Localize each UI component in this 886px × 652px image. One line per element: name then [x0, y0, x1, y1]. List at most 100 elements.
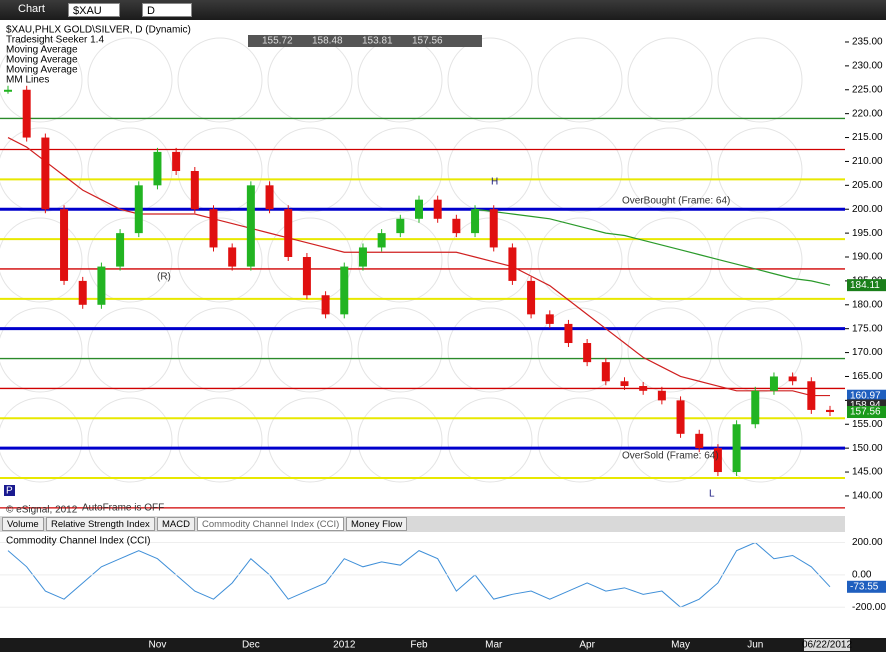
y-tick-label: 235.00 [852, 37, 883, 48]
p-marker [4, 485, 15, 496]
candle [396, 218, 405, 234]
window-title: Chart [18, 3, 45, 15]
cci-line [7, 541, 831, 608]
price-tag [847, 389, 886, 402]
background-circle [87, 217, 173, 303]
annotation: © eSignal, 2012 [6, 505, 78, 516]
y-tick-label: 150.00 [852, 443, 883, 454]
candle [172, 151, 181, 171]
y-tick-label: 220.00 [852, 108, 883, 119]
indicator-tab[interactable]: MACD [157, 517, 195, 531]
price-tag-label: -73.55 [850, 581, 879, 592]
interval-input[interactable]: D [142, 3, 192, 17]
y-tick-label: 230.00 [852, 61, 883, 72]
y-tick-label: 205.00 [852, 180, 883, 191]
candle [433, 199, 442, 219]
candle [732, 424, 741, 473]
indicator-tab[interactable]: Volume [2, 517, 44, 531]
annotation: (R) [157, 272, 171, 283]
candle [620, 381, 629, 387]
candle [508, 247, 517, 281]
price-tag-label: 158.94 [850, 400, 881, 411]
annotation: L [709, 489, 715, 500]
ohlc-value: 158.48 [312, 36, 343, 47]
candle [657, 390, 666, 401]
x-tick-label: Dec [242, 640, 260, 651]
y-tick-label: 145.00 [852, 467, 883, 478]
moving-average [7, 137, 830, 397]
background-circle [267, 307, 353, 393]
background-circle [0, 307, 83, 393]
candle [788, 376, 797, 382]
x-tick-label: Apr [579, 640, 595, 651]
background-circle [267, 127, 353, 213]
background-circle [267, 217, 353, 303]
background-circle [0, 127, 83, 213]
candle [60, 209, 69, 281]
background-circle [357, 127, 443, 213]
y-tick-label: 215.00 [852, 132, 883, 143]
background-circle [627, 397, 713, 483]
cci-title: Commodity Channel Index (CCI) [6, 536, 151, 547]
background-circle [627, 127, 713, 213]
candle [78, 280, 87, 305]
candle [676, 400, 685, 434]
symbol-input[interactable]: $XAU [68, 3, 120, 17]
price-tag-label: 157.56 [850, 407, 881, 418]
background-circle [87, 307, 173, 393]
background-circle [447, 307, 533, 393]
annotation: P [6, 486, 13, 497]
legend-entry: $XAU,PHLX GOLD\SILVER, D (Dynamic) [6, 25, 191, 36]
ohlc-value: 155.72 [262, 36, 293, 47]
candle [415, 199, 423, 219]
candle [545, 314, 554, 324]
background-circle [267, 397, 353, 483]
y-tick-label: 180.00 [852, 299, 883, 310]
background-circle [177, 217, 263, 303]
candle [4, 89, 12, 92]
candle [583, 343, 592, 363]
date-axis [0, 638, 886, 652]
candle [302, 257, 311, 296]
y-tick-label: 175.00 [852, 323, 883, 334]
candle [452, 218, 461, 234]
background-circle [87, 397, 173, 483]
candle [713, 448, 722, 473]
background-circle [177, 307, 263, 393]
candle [246, 185, 255, 267]
background-circle [177, 37, 263, 123]
background-circle [717, 397, 803, 483]
price-axis [845, 20, 886, 652]
y-tick-label: 165.00 [852, 371, 883, 382]
candle [489, 209, 498, 248]
candle [265, 185, 274, 210]
ohlc-value: 157.56 [412, 36, 443, 47]
date-cursor [804, 639, 850, 651]
legend-entry: Moving Average [6, 45, 78, 56]
y-tick-label: 200.00 [852, 537, 883, 548]
background-circle [357, 397, 443, 483]
x-tick-label: May [671, 640, 690, 651]
indicator-tab[interactable]: Money Flow [346, 517, 408, 531]
price-tag [847, 406, 886, 419]
annotation: AutoFrame is OFF [82, 503, 164, 514]
candle [190, 170, 199, 210]
candle [116, 233, 125, 267]
indicator-tab[interactable]: Relative Strength Index [46, 517, 155, 531]
background-circle [627, 307, 713, 393]
candle [340, 266, 349, 315]
candle [284, 209, 293, 258]
x-tick-label: Jun [747, 640, 763, 651]
legend-entry: Tradesight Seeker 1.4 [6, 35, 104, 46]
moving-average [474, 208, 831, 286]
indicator-tab[interactable]: Commodity Channel Index (CCI) [197, 517, 345, 531]
x-tick-label: Feb [410, 640, 428, 651]
candle [377, 233, 386, 248]
y-tick-label: 200.00 [852, 204, 883, 215]
background-circle [717, 127, 803, 213]
background-circle [627, 37, 713, 123]
x-tick-label: 06/22/2012 [802, 640, 852, 651]
price-tag-label: 184.11 [850, 280, 880, 291]
candle [601, 362, 610, 382]
